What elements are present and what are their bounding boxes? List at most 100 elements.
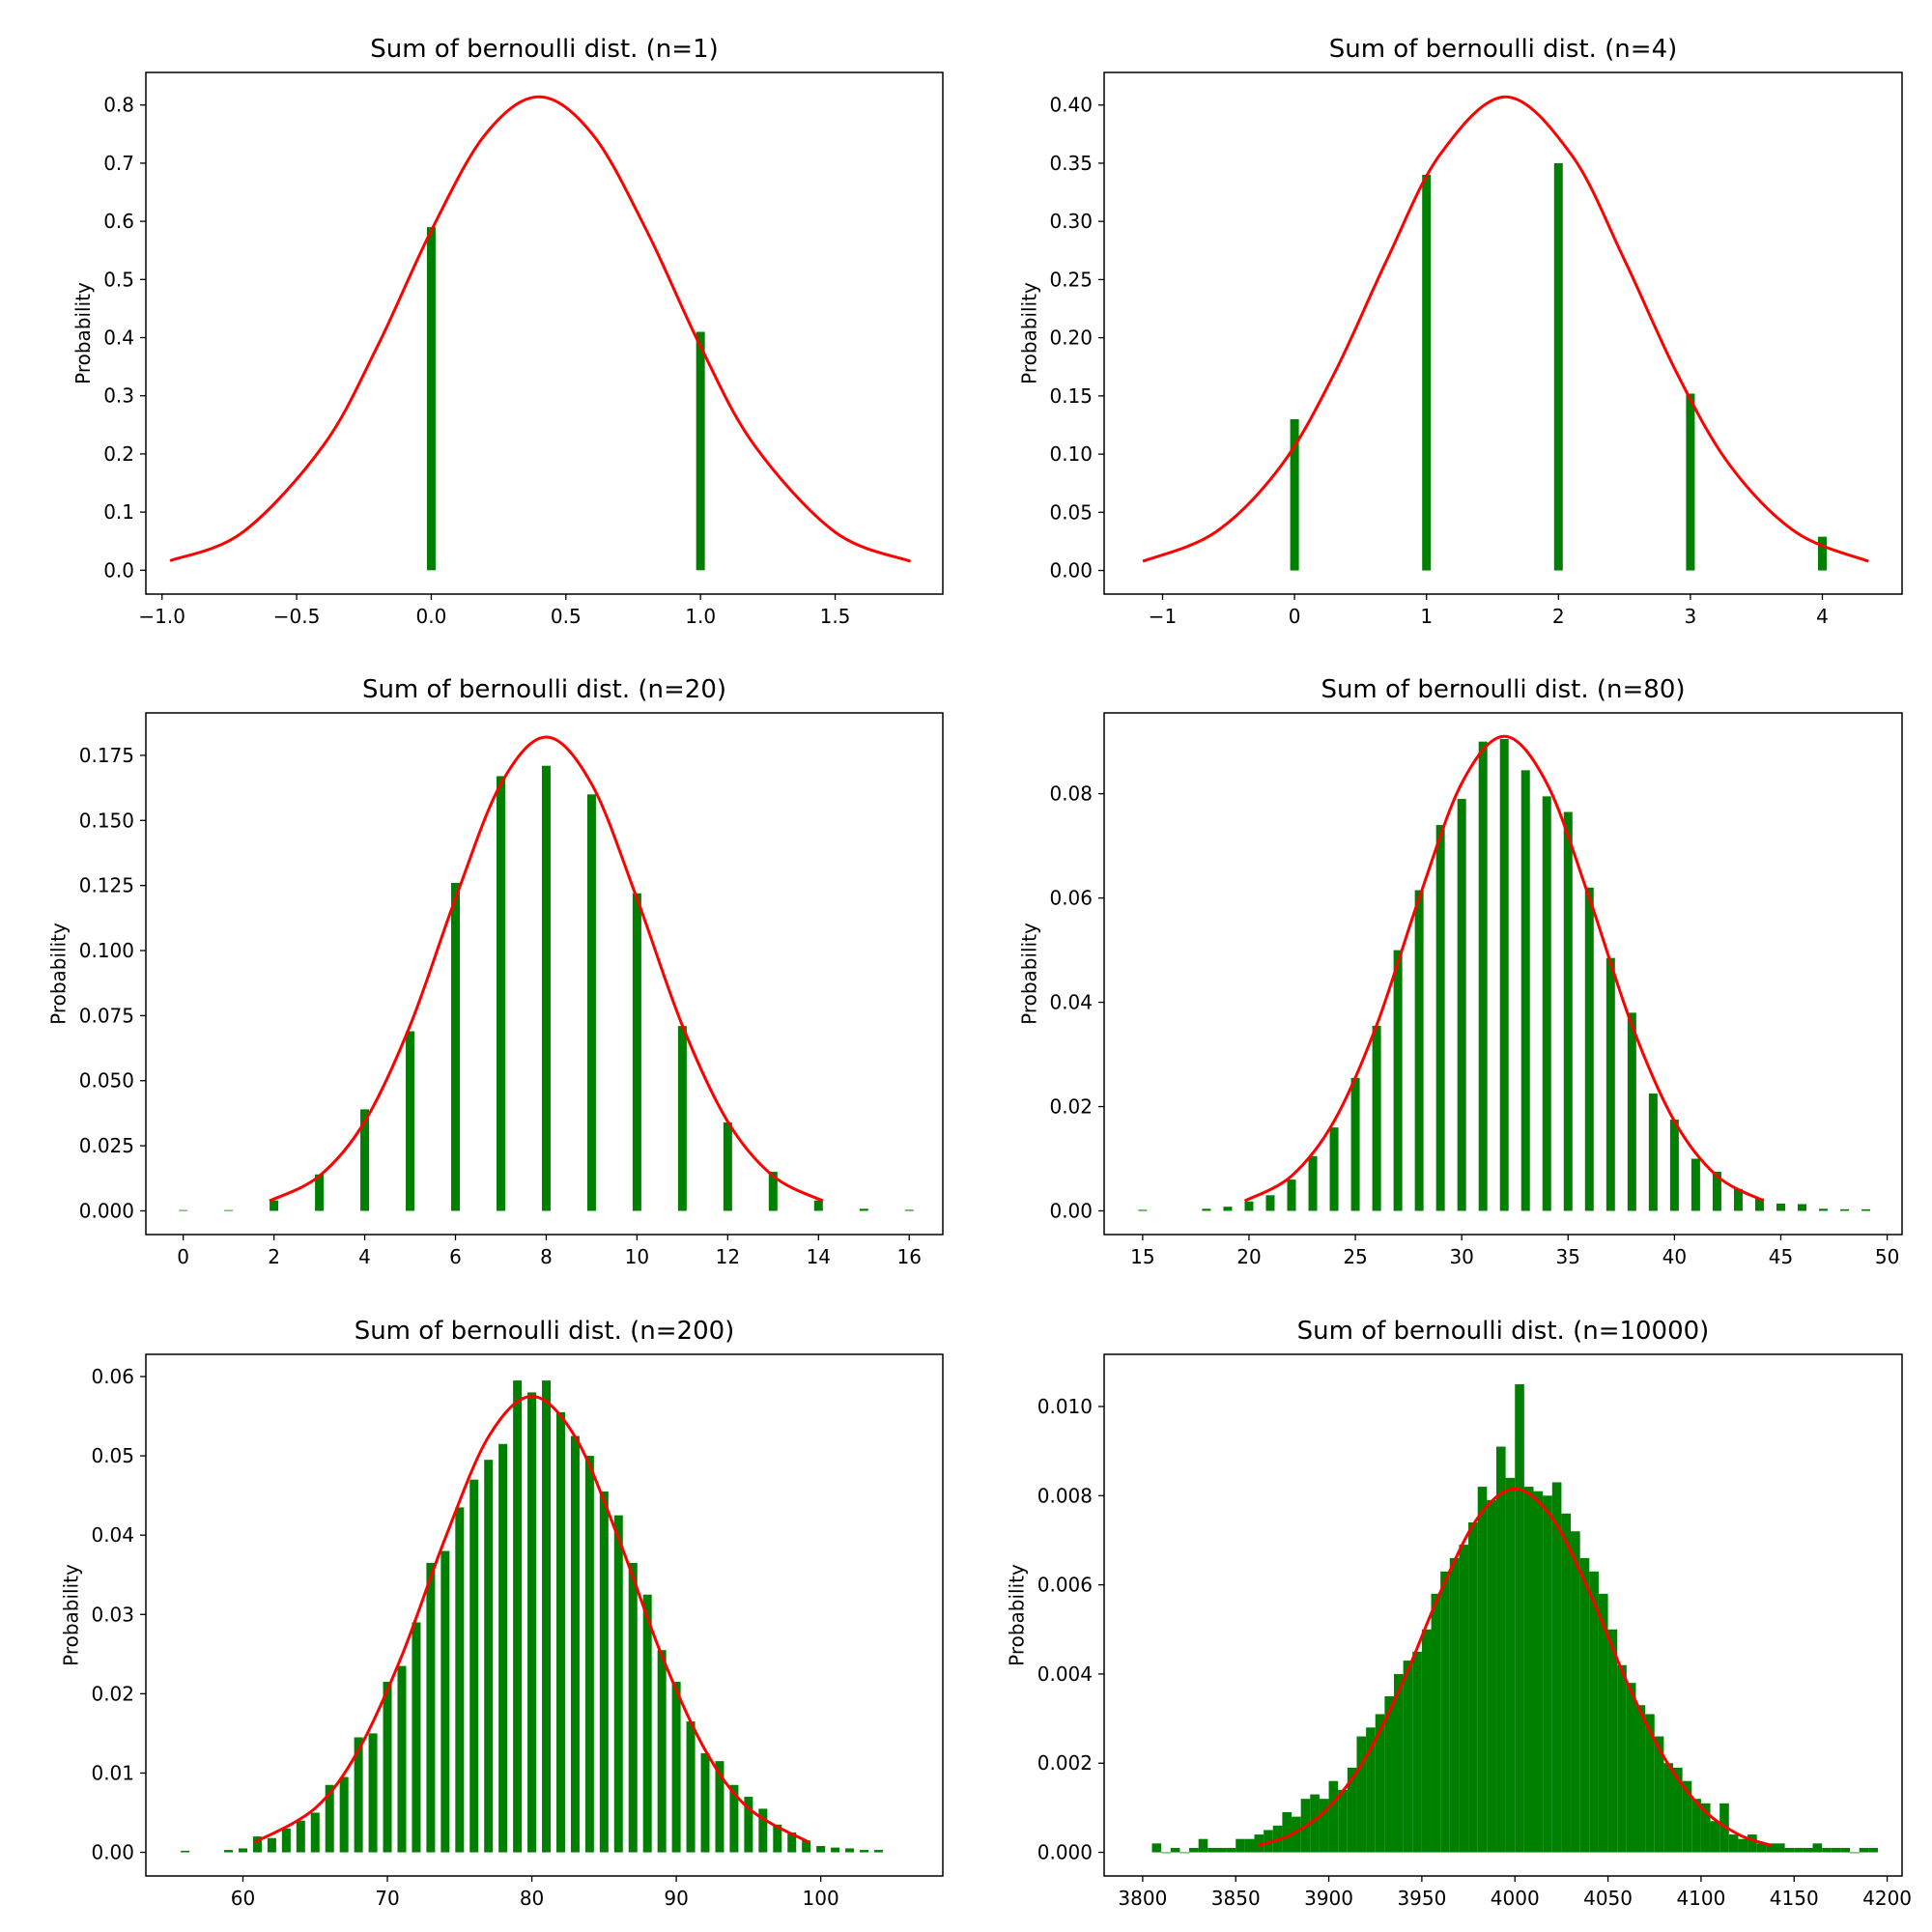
plot-area xyxy=(169,95,912,571)
chart-title: Sum of bernoulli dist. (n=10000) xyxy=(1297,1317,1710,1346)
histogram-bar xyxy=(1691,1799,1701,1853)
histogram-bar xyxy=(1440,1571,1450,1853)
bar xyxy=(686,1721,696,1853)
bar xyxy=(1733,1188,1743,1211)
histogram-bar xyxy=(1589,1571,1599,1853)
x-tick-label: 10 xyxy=(625,1245,649,1268)
plot-area xyxy=(1151,1383,1878,1854)
histogram-bar xyxy=(1645,1714,1655,1853)
bar xyxy=(267,1837,276,1853)
histogram-bar xyxy=(1523,1487,1534,1853)
bar xyxy=(440,1550,450,1853)
x-tick-label: 4200 xyxy=(1862,1887,1912,1910)
y-tick-label: 0.02 xyxy=(91,1682,134,1705)
subplot: 0.00 0.01 0.02 0.03 0.04 0.05 0.06 60 70 80 90 100 S… xyxy=(59,1317,944,1910)
histogram-bar xyxy=(1598,1593,1608,1853)
x-tick-label: 20 xyxy=(1236,1245,1261,1268)
y-tick-label: 0.06 xyxy=(91,1365,134,1388)
subplot: 0.00 0.05 0.10 0.15 0.20 0.25 0.30 0.35 0.40 −1 0 1… xyxy=(1017,35,1903,628)
bar xyxy=(281,1828,291,1853)
y-axis-label: Probability xyxy=(71,282,95,384)
histogram-bar xyxy=(1412,1651,1422,1853)
histogram-bar xyxy=(1449,1557,1460,1853)
bar xyxy=(383,1682,392,1853)
bar xyxy=(768,1172,778,1211)
bar xyxy=(1542,796,1551,1211)
histogram-bar xyxy=(1375,1714,1385,1853)
x-tick-label: 70 xyxy=(375,1887,399,1910)
y-tick-label: 0.125 xyxy=(79,874,134,897)
histogram-bar xyxy=(1487,1499,1496,1853)
bar xyxy=(484,1460,494,1853)
x-tick-label: 3900 xyxy=(1304,1887,1353,1910)
y-tick-label: 0.02 xyxy=(1049,1095,1093,1119)
bar xyxy=(628,1562,638,1853)
bar xyxy=(455,1507,465,1853)
bar xyxy=(642,1594,652,1853)
x-tick-label: 15 xyxy=(1130,1245,1154,1268)
x-tick-label: 4 xyxy=(358,1245,371,1268)
bar xyxy=(406,1031,415,1211)
histogram-bar xyxy=(1216,1847,1227,1853)
bar xyxy=(368,1733,378,1853)
y-tick-label: 0.002 xyxy=(1037,1751,1093,1775)
x-tick-label: 2 xyxy=(1552,605,1565,628)
axes-frame xyxy=(1103,71,1903,595)
histogram-bar xyxy=(1822,1847,1832,1853)
x-tick-label: 2 xyxy=(268,1245,280,1268)
x-tick-label: 3 xyxy=(1685,605,1697,628)
y-tick-label: 0.1 xyxy=(103,500,134,524)
histogram-bar xyxy=(1803,1847,1813,1853)
bar xyxy=(723,1122,732,1211)
bar xyxy=(860,1850,869,1853)
bar xyxy=(513,1380,523,1853)
fit-curve xyxy=(253,1395,810,1844)
y-tick-label: 0.2 xyxy=(103,442,134,466)
histogram-bar xyxy=(1505,1477,1516,1853)
x-tick-label: 50 xyxy=(1875,1245,1899,1268)
bar xyxy=(555,1411,565,1853)
y-tick-label: 0.25 xyxy=(1049,268,1093,291)
x-tick-label: −1 xyxy=(1149,605,1177,628)
histogram-bar xyxy=(1850,1852,1860,1854)
bar xyxy=(1372,1025,1381,1211)
histogram-bar xyxy=(1468,1522,1478,1853)
subplot: 0.000 0.002 0.004 0.006 0.008 0.010 3800 3850 39… xyxy=(1006,1317,1912,1910)
bar xyxy=(1138,1209,1148,1211)
bar xyxy=(715,1761,724,1853)
y-tick-label: 0.8 xyxy=(103,94,134,117)
bar xyxy=(831,1847,840,1853)
bar xyxy=(1861,1208,1871,1211)
histogram-bar xyxy=(1515,1383,1524,1853)
fit-curve xyxy=(1257,1487,1773,1847)
y-tick-label: 0.04 xyxy=(1049,991,1093,1014)
y-tick-label: 0.05 xyxy=(1049,500,1093,524)
bar xyxy=(1584,887,1594,1211)
bar xyxy=(339,1776,349,1853)
y-tick-label: 0.5 xyxy=(103,268,134,291)
bar xyxy=(315,1174,325,1211)
bar xyxy=(586,794,596,1211)
y-tick-label: 0.01 xyxy=(91,1761,134,1784)
histogram-bar xyxy=(1719,1803,1729,1853)
y-tick-label: 0.150 xyxy=(79,809,134,832)
histogram-bar xyxy=(1282,1812,1293,1853)
x-tick-label: 0.0 xyxy=(416,605,447,628)
histogram-bar xyxy=(1700,1803,1711,1853)
histogram-bar xyxy=(1179,1852,1190,1854)
x-tick-label: 0.5 xyxy=(551,605,582,628)
bar xyxy=(527,1392,537,1853)
bar xyxy=(1223,1207,1233,1211)
bar xyxy=(1308,1155,1318,1211)
x-tick-label: 12 xyxy=(716,1245,740,1268)
histogram-bar xyxy=(1533,1491,1544,1853)
bar xyxy=(1819,1208,1829,1211)
chart-title: Sum of bernoulli dist. (n=1) xyxy=(370,35,719,64)
bar xyxy=(1265,1195,1275,1211)
x-tick-label: 4050 xyxy=(1583,1887,1633,1910)
axes-frame xyxy=(145,71,944,595)
bar xyxy=(1202,1208,1211,1211)
bar xyxy=(1627,1012,1636,1211)
bar xyxy=(1414,890,1424,1211)
